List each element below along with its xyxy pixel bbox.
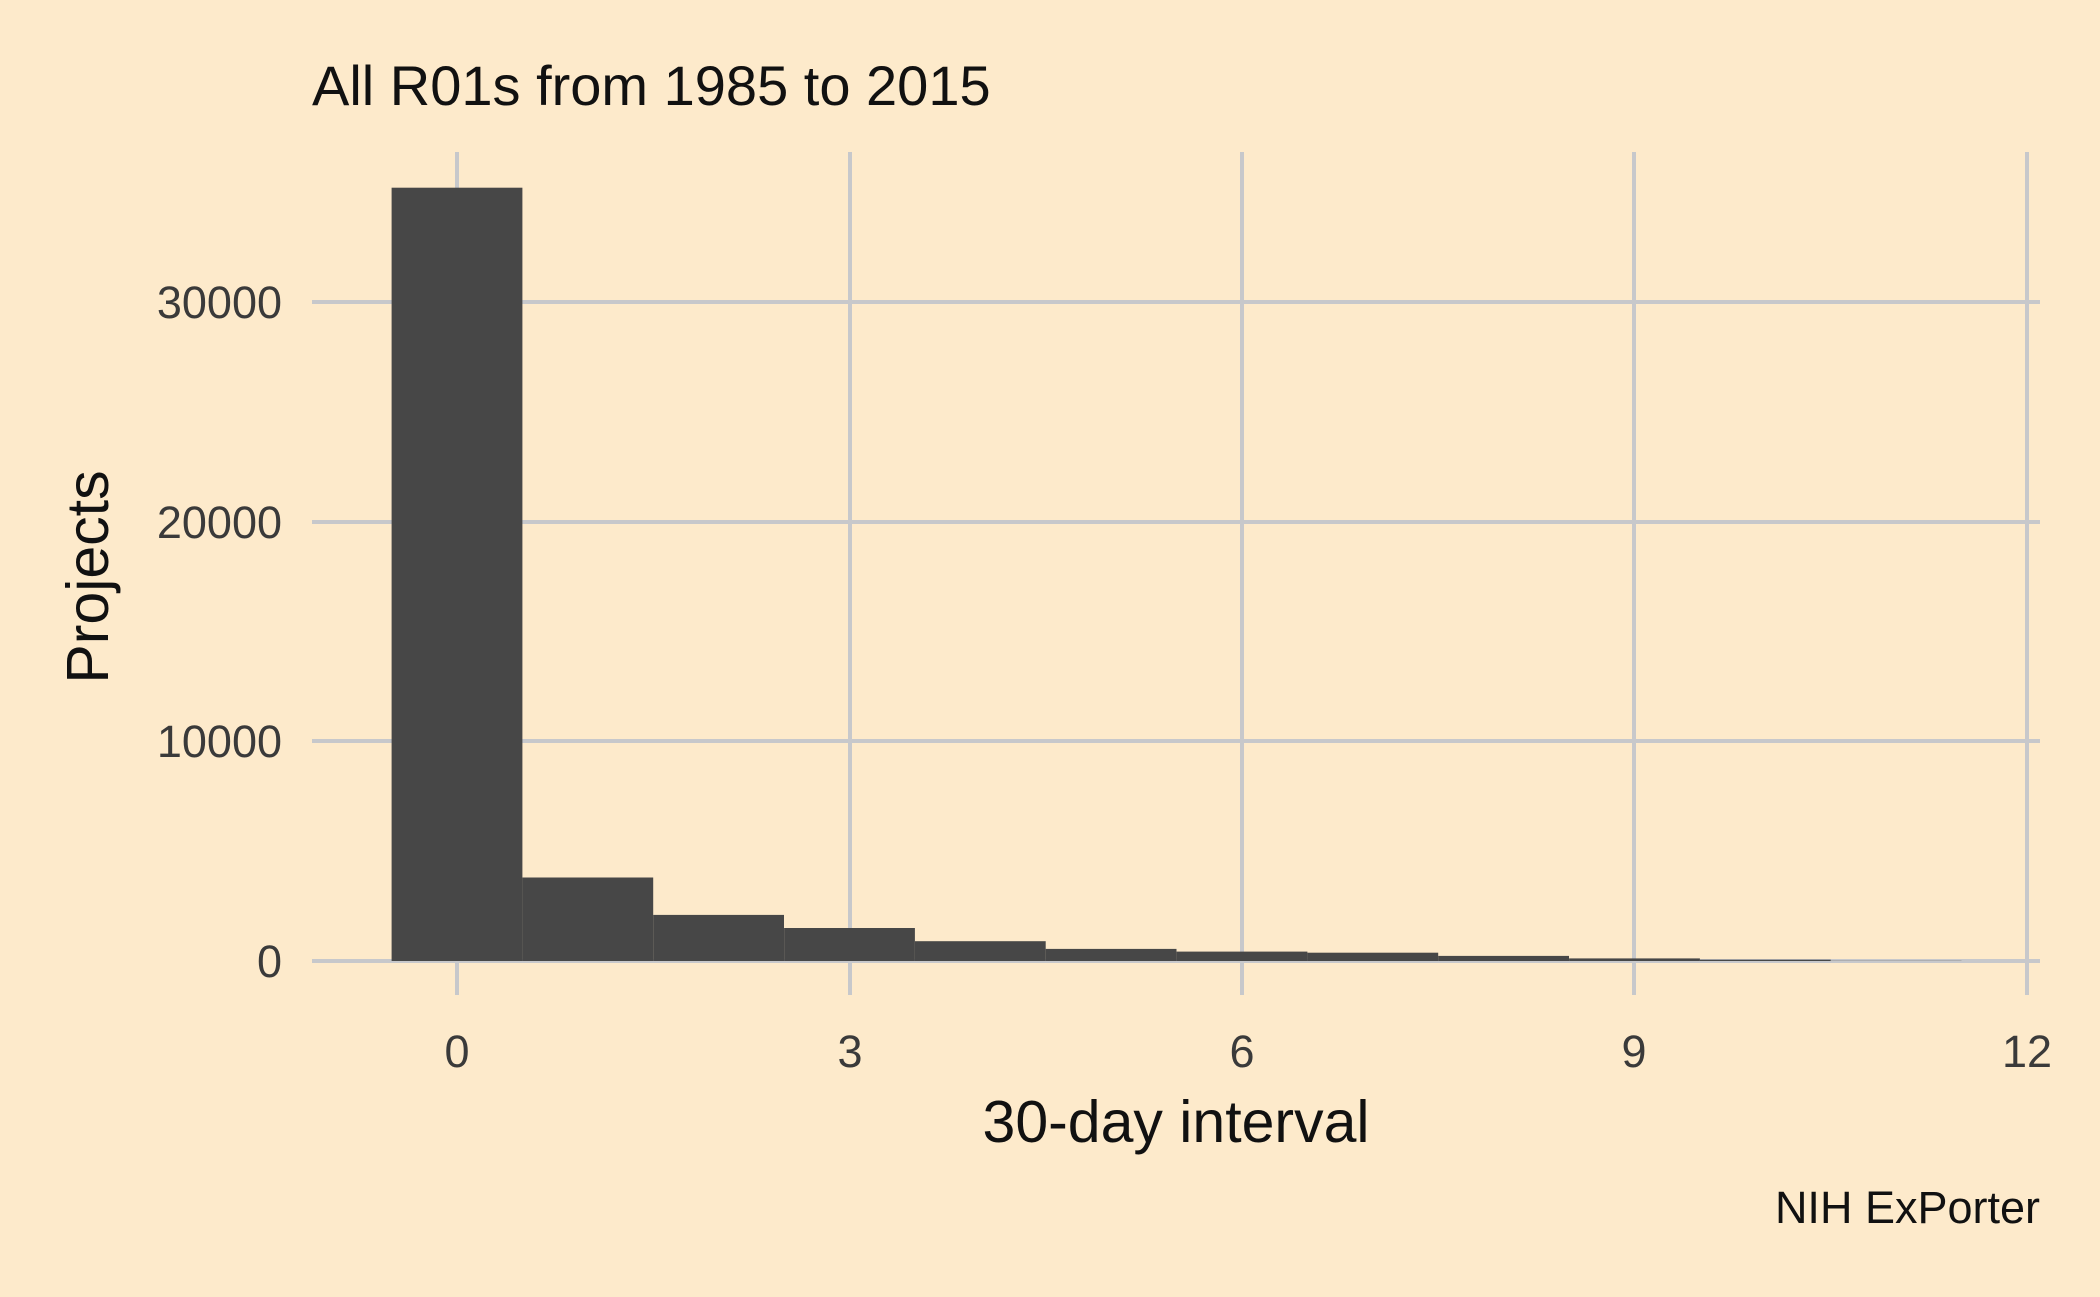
histogram-bar xyxy=(1438,955,1569,961)
source-caption: NIH ExPorter xyxy=(1775,1182,2040,1233)
histogram-bar xyxy=(391,187,523,961)
histogram-bar xyxy=(914,941,1046,961)
bars xyxy=(391,187,1962,961)
histogram-bar xyxy=(784,928,915,961)
y-tick-label: 10000 xyxy=(157,716,282,767)
x-tick-label: 6 xyxy=(1229,1026,1254,1077)
x-tick-label: 3 xyxy=(837,1026,862,1077)
x-tick-label: 12 xyxy=(2002,1026,2052,1077)
y-tick-label: 0 xyxy=(257,936,282,987)
histogram-bar xyxy=(522,877,654,961)
histogram-bar xyxy=(1176,951,1308,961)
histogram-bar xyxy=(653,914,784,961)
x-tick-label: 0 xyxy=(444,1026,469,1077)
x-tick-label: 9 xyxy=(1621,1026,1646,1077)
histogram-bar xyxy=(1569,958,1700,961)
histogram-bar xyxy=(1699,959,1831,961)
grid xyxy=(312,152,2040,995)
y-tick-label: 30000 xyxy=(157,277,282,328)
y-axis-title: Projects xyxy=(55,470,121,683)
y-tick-label: 20000 xyxy=(157,497,282,548)
chart-title: All R01s from 1985 to 2015 xyxy=(312,54,991,117)
y-axis-labels: 0 10000 20000 30000 xyxy=(157,277,282,987)
x-axis-title: 30-day interval xyxy=(983,1089,1370,1155)
x-axis-labels: 0 3 6 9 12 xyxy=(444,1026,2052,1077)
histogram-bar xyxy=(1307,952,1439,961)
histogram-bar xyxy=(1045,948,1177,961)
